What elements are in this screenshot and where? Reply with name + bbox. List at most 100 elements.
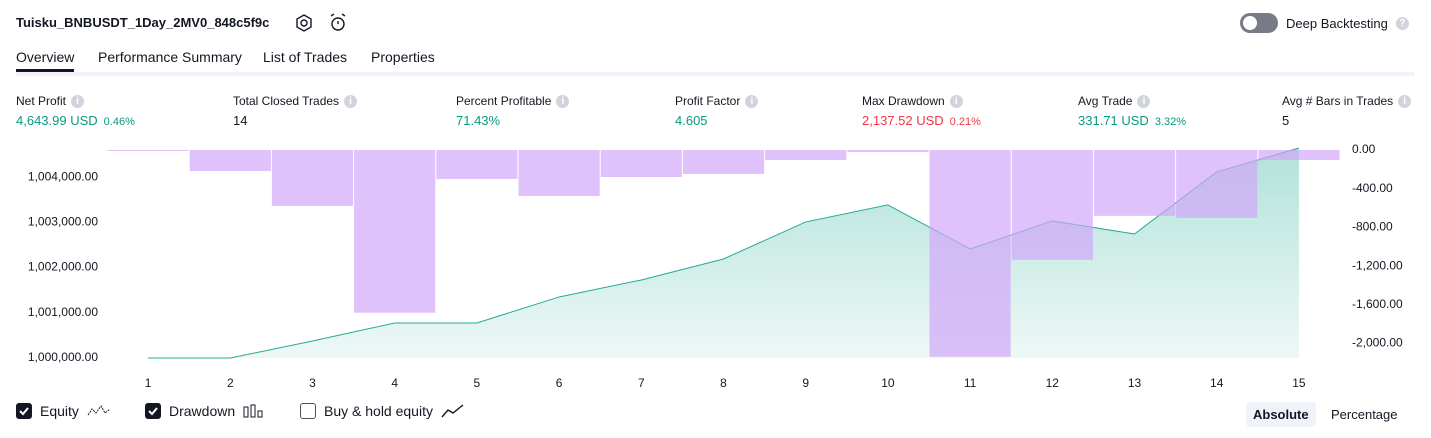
- tab-divider: [16, 72, 1415, 76]
- y2-tick-label: -400.00: [1352, 181, 1393, 195]
- x-tick-label: 4: [391, 376, 398, 390]
- legend-item[interactable]: Equity: [16, 403, 111, 419]
- drawdown-bar: [682, 150, 765, 174]
- drawdown-bar: [1176, 150, 1258, 218]
- tab[interactable]: Properties: [371, 49, 435, 65]
- metric-label-text: Max Drawdown: [862, 94, 945, 108]
- x-tick-label: 5: [474, 376, 481, 390]
- info-icon[interactable]: i: [949, 94, 963, 108]
- metric-label-text: Percent Profitable: [456, 94, 552, 108]
- tab[interactable]: Overview: [16, 49, 75, 72]
- drawdown-bar: [189, 150, 271, 171]
- metric-label: Avg Trade i: [1078, 94, 1151, 108]
- checkbox[interactable]: [145, 403, 161, 419]
- alert-icon[interactable]: [330, 13, 346, 31]
- legend-icon: [441, 404, 465, 418]
- y2-tick-label: -1,600.00: [1352, 297, 1403, 311]
- metric-value-text: 4,643.99 USD: [16, 113, 98, 128]
- x-tick-label: 9: [802, 376, 809, 390]
- info-icon[interactable]: i: [71, 94, 85, 108]
- info-icon[interactable]: i: [1398, 94, 1412, 108]
- legend-item[interactable]: Buy & hold equity: [300, 403, 465, 419]
- y-tick-label: 1,001,000.00: [28, 305, 98, 319]
- metric-label-text: Profit Factor: [675, 94, 741, 108]
- metric-label-text: Avg Trade: [1078, 94, 1133, 108]
- drawdown-bar: [600, 150, 682, 177]
- legend-icon: [87, 404, 111, 418]
- chart: 1,000,000.00 1,001,000.00 1,002,000.00 1,00…: [28, 142, 1403, 390]
- metric-label: Total Closed Trades i: [233, 94, 358, 108]
- metric-label-text: Avg # Bars in Trades: [1282, 94, 1394, 108]
- metric-value: 14: [233, 113, 247, 128]
- header-icons: [296, 13, 346, 32]
- drawdown-bar: [107, 150, 189, 151]
- info-icon[interactable]: i: [556, 94, 570, 108]
- x-tick-label: 15: [1292, 376, 1306, 390]
- metric-value: 5: [1282, 113, 1289, 128]
- drawdown-bar: [518, 150, 600, 196]
- metric-label: Percent Profitable i: [456, 94, 570, 108]
- metric-value: 2,137.52 USD 0.21%: [862, 113, 981, 128]
- y-tick-label: 1,002,000.00: [28, 260, 98, 274]
- drawdown-bar: [847, 150, 929, 153]
- drawdown-bar: [1258, 150, 1340, 160]
- checkbox[interactable]: [300, 403, 316, 419]
- info-icon[interactable]: i: [344, 94, 358, 108]
- legend-item[interactable]: Drawdown: [145, 403, 265, 419]
- drawdown-bar: [1093, 150, 1176, 216]
- metric-value-text: 2,137.52 USD: [862, 113, 944, 128]
- info-icon[interactable]: i: [1137, 94, 1151, 108]
- x-tick-label: 11: [964, 376, 977, 390]
- drawdown-bar: [354, 150, 436, 313]
- metric-value-text: 4.605: [675, 113, 708, 128]
- x-tick-label: 1: [145, 376, 152, 390]
- metric-percent: 0.46%: [103, 116, 135, 128]
- help-icon[interactable]: ?: [1395, 16, 1409, 30]
- strategy-title: Tuisku_BNBUSDT_1Day_2MV0_848c5f9c: [16, 15, 270, 30]
- drawdown-bar: [271, 150, 354, 206]
- metric-label: Max Drawdown i: [862, 94, 963, 108]
- metric-value-text: 5: [1282, 113, 1290, 128]
- deep-backtesting-label: Deep Backtesting: [1286, 15, 1388, 31]
- x-tick-label: 6: [556, 376, 563, 390]
- y2-tick-label: -2,000.00: [1352, 336, 1403, 350]
- x-tick-label: 8: [720, 376, 727, 390]
- tab[interactable]: List of Trades: [263, 49, 348, 65]
- drawdown-bar: [436, 150, 518, 179]
- deep-backtesting-toggle[interactable]: [1240, 13, 1278, 33]
- metric-percent: 3.32%: [1154, 116, 1187, 128]
- metric-value-text: 71.43%: [456, 113, 501, 128]
- x-tick-label: 12: [1046, 376, 1060, 390]
- drawdown-bar: [1011, 150, 1093, 260]
- metric-value-text: 14: [233, 113, 248, 128]
- legend-label: Equity: [40, 403, 79, 419]
- metric-label-text: Net Profit: [16, 94, 67, 108]
- metric-value: 71.43%: [456, 113, 500, 128]
- drawdown-bar: [765, 150, 847, 160]
- drawdown-bar: [929, 150, 1011, 357]
- metric-value-text: 331.71 USD: [1078, 113, 1149, 128]
- metric-label-text: Total Closed Trades: [233, 94, 340, 108]
- metric-percent: 0.21%: [949, 116, 981, 128]
- x-tick-label: 13: [1128, 376, 1142, 390]
- x-tick-label: 3: [309, 376, 316, 390]
- x-tick-label: 14: [1210, 376, 1224, 390]
- x-tick-label: 2: [227, 376, 234, 390]
- y-tick-label: 1,003,000.00: [28, 215, 98, 229]
- y-tick-label: 1,000,000.00: [28, 350, 98, 364]
- metric-label: Net Profit i: [16, 94, 85, 108]
- metric-value: 4.605: [675, 113, 708, 128]
- tab[interactable]: Performance Summary: [98, 49, 242, 65]
- checkbox[interactable]: [16, 403, 32, 419]
- settings-icon[interactable]: [296, 14, 312, 32]
- y2-tick-label: -800.00: [1352, 220, 1393, 234]
- info-icon[interactable]: i: [745, 94, 759, 108]
- scale-mode[interactable]: Percentage: [1331, 407, 1398, 422]
- equity-area: [148, 148, 1299, 358]
- equity-line: [148, 147, 1300, 359]
- legend-label: Drawdown: [169, 403, 236, 419]
- scale-mode[interactable]: Absolute: [1246, 402, 1316, 427]
- metric-value: 331.71 USD 3.32%: [1078, 113, 1186, 128]
- metric-label: Avg # Bars in Trades i: [1282, 94, 1412, 108]
